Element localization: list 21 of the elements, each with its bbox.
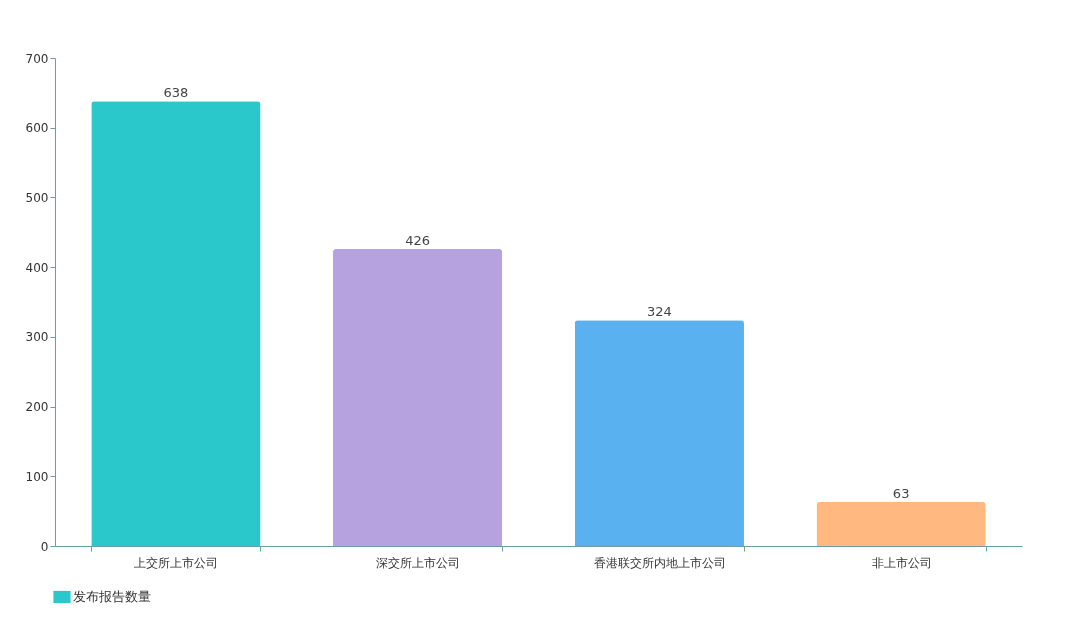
y-tick-label: 400 (25, 260, 49, 275)
bar (816, 502, 986, 546)
x-tick-label: 上交所上市公司 (134, 555, 219, 570)
y-tick-label: 0 (40, 539, 49, 554)
y-tick-label: 200 (25, 400, 49, 415)
x-tick-label: 香港联交所内地上市公司 (593, 555, 726, 570)
data-label: 638 (163, 85, 189, 101)
y-tick-label: 600 (25, 121, 49, 136)
bar (574, 320, 744, 546)
y-tick-label: 100 (25, 469, 49, 484)
x-tick-label: 深交所上市公司 (376, 555, 461, 570)
data-label: 426 (405, 233, 431, 249)
bar (333, 249, 503, 546)
x-tick-label: 非上市公司 (871, 555, 932, 570)
y-tick-label: 300 (25, 330, 49, 345)
bar (91, 101, 261, 546)
y-tick-label: 700 (25, 51, 49, 66)
y-tick-label: 500 (25, 190, 49, 205)
legend-label: 发布报告数量 (73, 589, 151, 604)
data-label: 63 (892, 486, 910, 502)
data-label: 324 (646, 304, 672, 320)
